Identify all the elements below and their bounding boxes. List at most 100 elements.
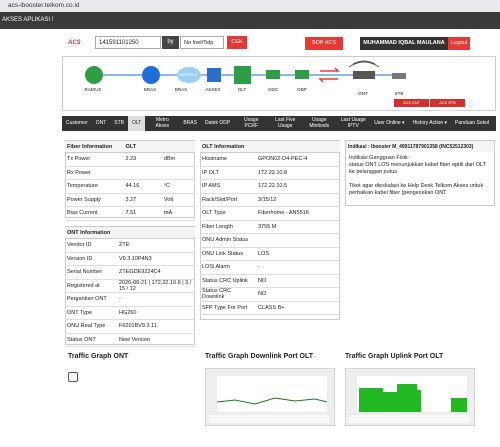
cell: - (117, 292, 195, 307)
cell: 2026-08-21 | 172.22.10.8 | 3 / 15 / 12 (117, 279, 195, 293)
search-input[interactable]: 141591101250 (95, 36, 161, 49)
indikasi-line: Indikasi Gangguan Fisik : (349, 155, 411, 161)
node-label: BRAS (174, 87, 188, 92)
column-header: OLT (123, 141, 195, 153)
row: Bias Current 7.51 mA (65, 206, 195, 221)
node-label: BRAS (143, 87, 157, 92)
cell: Fiber Length (200, 220, 256, 234)
cell: NO (256, 274, 340, 288)
table: OLT Information Hostname GPON02-D4-PEC-4 IP… (200, 141, 340, 315)
cell: IP AMS (200, 179, 256, 194)
connectivity-button[interactable]: ACS ONT Connectivity (394, 99, 429, 113)
logout-button[interactable]: Logout (448, 37, 470, 50)
row: Rack/Slot/Port 3/15/12 (200, 193, 340, 207)
traffic-title: Traffic Graph Uplink Port OLT (345, 353, 444, 360)
tabs: Customer ONT STB OLT Metro Akses BRAS Datek OD… (62, 116, 493, 131)
tab[interactable]: Panduan Sokol (455, 119, 489, 126)
table-title: OLT Information (200, 141, 340, 153)
node-label: RADIUS (84, 87, 102, 92)
node-label: ONT (358, 91, 368, 96)
indikasi-line: status ONT LOS menunjukkan kabel fiber o… (349, 162, 486, 175)
cell: GPON02-D4-PEC-4 (256, 152, 340, 167)
search-select[interactable]: No Inet/Telp (180, 36, 224, 49)
table: Fiber Information OLT Tx Power 2.23 dBm Rx Po… (65, 141, 195, 221)
browser-bar: acs-ibooster.telkom.co.id (0, 0, 500, 12)
cell: ONU Link Status (200, 247, 256, 261)
row: ONU Admin Status (200, 233, 340, 248)
tab[interactable]: BRAS (183, 119, 197, 126)
node-label: ODC (268, 87, 278, 92)
tab-bar (62, 116, 496, 131)
logo[interactable]: ACS (68, 40, 81, 46)
cek-button[interactable]: CEK (227, 36, 247, 49)
connectivity-button[interactable]: ACS STB Connectivity (430, 99, 465, 113)
cell: LOS (256, 247, 340, 261)
cell: Pergantian ONT (65, 292, 117, 307)
cell: Rack/Slot/Port (200, 193, 256, 207)
cell: 7.51 (123, 206, 162, 221)
cell: LOSi Alarm (200, 260, 256, 275)
tab[interactable]: History Action ▾ (412, 119, 448, 126)
refresh-icon[interactable] (68, 372, 78, 382)
cell: CLASS B+ (256, 301, 340, 315)
row: Rx Power (65, 166, 195, 180)
node-label: OLT (237, 87, 247, 92)
downlink-graph (205, 368, 335, 426)
cell: Serial Number (65, 265, 117, 280)
header-row: ONT Information (65, 227, 195, 239)
table-title: Fiber Information (65, 141, 124, 153)
traffic-title: Traffic Graph Downlink Port OLT (205, 353, 313, 360)
tab[interactable]: Usage PCRF (244, 117, 259, 129)
cloud-label: METRO-E (178, 72, 198, 77)
olt-table: OLT Information Hostname GPON02-D4-PEC-4 IP… (200, 141, 340, 315)
user-name[interactable]: MUHAMMAD IQBAL MAULANA (360, 37, 448, 50)
url[interactable]: acs-ibooster.telkom.co.id (8, 2, 80, 9)
cell: ONU Admin Status (200, 233, 256, 248)
row: Serial Number ZTEGDE9224C4 (65, 265, 195, 280)
tab[interactable]: OLT (127, 116, 146, 131)
row: ONU Link Status LOS (200, 247, 340, 261)
cell: 3.27 (123, 193, 162, 207)
tab[interactable]: Last Usage IPTV (340, 117, 366, 129)
traffic-title: Traffic Graph ONT (68, 353, 129, 360)
cell: Status ONT (65, 333, 117, 347)
row: Vendor ID ZTE (65, 238, 195, 253)
tab[interactable]: User Online ▾ (374, 119, 405, 126)
sop-button[interactable]: SOP ACS (305, 37, 343, 50)
tab[interactable]: Usage Minitools (309, 117, 330, 129)
row: Version ID V9.3.10P4N3 (65, 252, 195, 266)
cell: 172.22.10.5 (256, 179, 340, 194)
cell: Registered at (65, 279, 117, 293)
row: IP OLT 172.22.10.8 (200, 166, 340, 180)
cell: Status CRC Uplink (200, 274, 256, 288)
row: SFP Type For Port CLASS B+ (200, 301, 340, 315)
row: ONU Real Type F6201BV9.3.11 (65, 319, 195, 334)
row: Status CRC Downlink NO (200, 287, 340, 302)
cell: Rx Power (65, 166, 124, 180)
tab[interactable]: Last Five Usage (275, 117, 296, 129)
tab[interactable]: Metro Akses (155, 117, 170, 129)
cell: Tx Power (65, 152, 124, 167)
tab[interactable]: STB (114, 119, 124, 126)
row: Temperature 44.16 °C (65, 179, 195, 194)
cell: NO (256, 287, 340, 302)
cell: Temperature (65, 179, 124, 194)
node-label: AKSES (205, 87, 221, 92)
cell: 2.23 (123, 152, 162, 167)
tab[interactable]: ONT (95, 119, 107, 126)
tab[interactable]: Datek ODP (204, 119, 231, 126)
cell: HG260 (117, 306, 195, 320)
row: Tx Power 2.23 dBm (65, 152, 195, 167)
tab[interactable]: Customer (66, 119, 88, 126)
top-bar: AKSES APLIKASI ! (0, 12, 500, 29)
ont-table: ONT Information Vendor ID ZTE Version ID V9.… (65, 227, 195, 347)
cell: - (256, 260, 340, 275)
cell (123, 166, 162, 180)
cell: Vendor ID (65, 238, 117, 253)
cell: V9.3.10P4N3 (117, 252, 195, 266)
cell: New Version (117, 333, 195, 347)
cell: OLT Type (200, 206, 256, 221)
cell: Power Supply (65, 193, 124, 207)
row: LOSi Alarm - (200, 260, 340, 275)
cell: ZTE (117, 238, 195, 253)
